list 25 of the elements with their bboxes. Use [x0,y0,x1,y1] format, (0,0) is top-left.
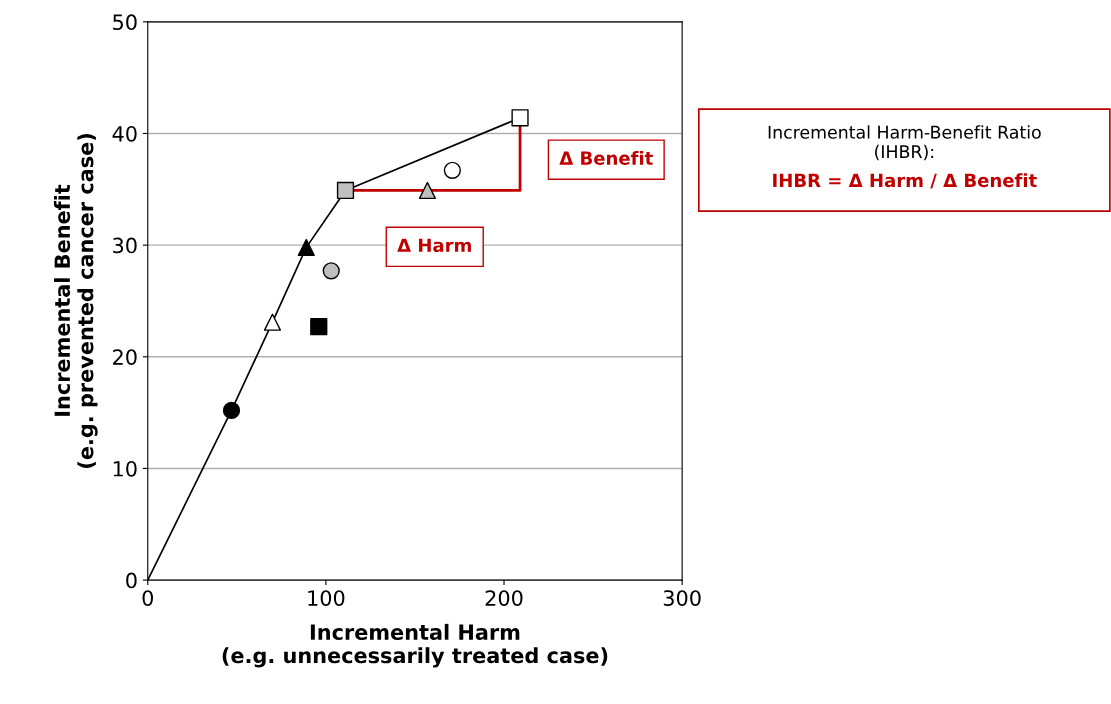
point [322,262,340,280]
x-tick-label: 0 [142,590,154,606]
point [310,318,328,336]
y-tick-label: 30 [113,237,137,254]
point [336,181,355,200]
y-tick-label: 10 [113,460,137,477]
x-axis-title: Incremental Harm (e.g. unnecessarily treated case) [222,623,608,668]
annotation: Δ Benefit [559,150,653,165]
x-tick-label: 100 [308,590,345,606]
text: Incremental Harm-Benefit Ratio (IHBR): [768,125,1041,161]
annotation: Δ Harm [397,238,471,253]
y-tick-label: 50 [113,14,137,31]
point [418,181,437,200]
y-tick-label: 40 [112,125,137,142]
point [511,109,529,127]
text: IHBR = Δ Harm / Δ Benefit [773,173,1037,189]
y-tick-label: 0 [126,572,137,589]
y-axis-title: Incremental Benefit (e.g. prevented cancer case) [53,134,98,468]
point [443,161,461,179]
point [263,313,282,331]
x-tick-label: 300 [663,590,701,606]
x-tick-label: 200 [485,590,523,606]
point [297,238,315,256]
y-tick-label: 20 [113,349,137,365]
point [222,401,241,419]
